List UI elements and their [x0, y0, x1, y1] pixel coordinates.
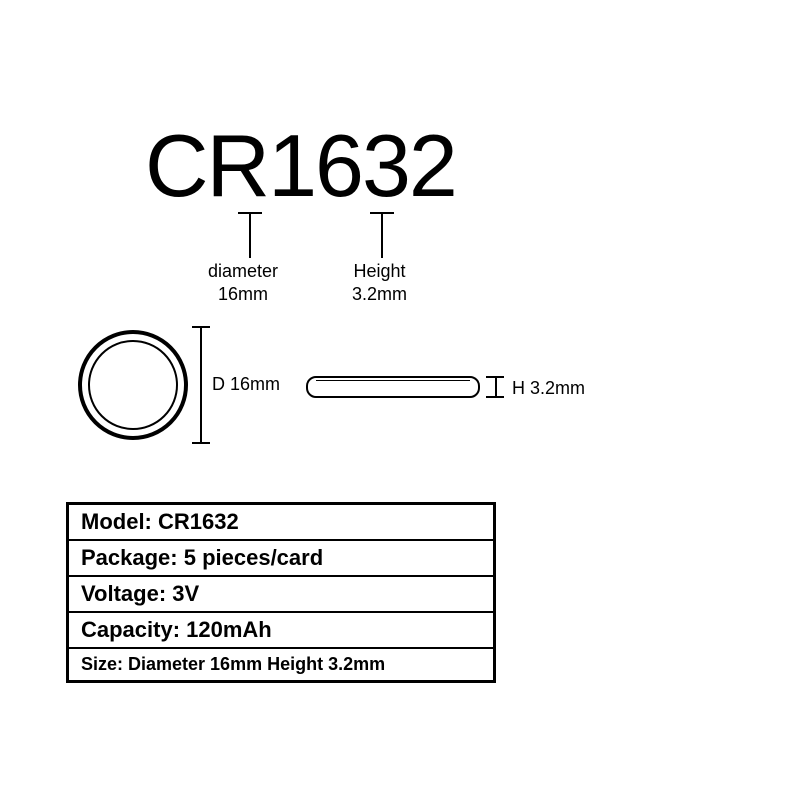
product-title: CR1632	[145, 115, 456, 217]
top-view-inner-ring	[88, 340, 178, 430]
spec-row-voltage: Voltage: 3V	[69, 577, 493, 613]
spec-row-model: Model: CR1632	[69, 505, 493, 541]
callout-diameter-label: diameter	[208, 260, 278, 283]
callout-diameter: diameter 16mm	[208, 260, 278, 305]
callout-height-label: Height	[352, 260, 407, 283]
dim-height-line	[495, 376, 497, 398]
spec-row-package: Package: 5 pieces/card	[69, 541, 493, 577]
side-view-seam	[316, 380, 470, 381]
dim-diameter-label: D 16mm	[212, 374, 280, 395]
spec-row-size: Size: Diameter 16mm Height 3.2mm	[69, 649, 493, 680]
dim-diameter-line	[200, 326, 202, 444]
callout-diameter-line	[249, 212, 251, 258]
spec-row-capacity: Capacity: 120mAh	[69, 613, 493, 649]
callout-height: Height 3.2mm	[352, 260, 407, 305]
callout-height-line	[381, 212, 383, 258]
callout-diameter-value: 16mm	[208, 283, 278, 306]
dim-height-label: H 3.2mm	[512, 378, 585, 399]
spec-table: Model: CR1632 Package: 5 pieces/card Vol…	[66, 502, 496, 683]
top-view-circle	[78, 330, 188, 440]
callout-height-value: 3.2mm	[352, 283, 407, 306]
